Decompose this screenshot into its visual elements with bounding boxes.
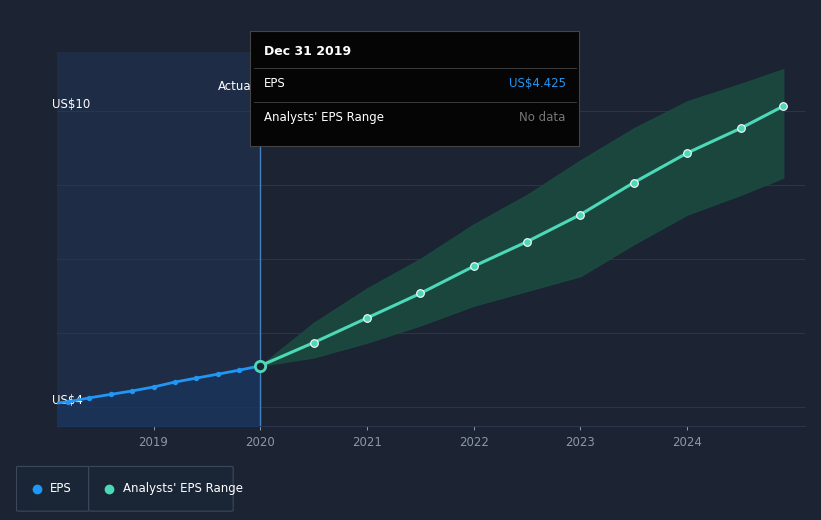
Point bbox=[307, 339, 320, 347]
Text: EPS: EPS bbox=[50, 483, 72, 495]
Point bbox=[681, 149, 694, 157]
Point bbox=[126, 387, 139, 395]
Text: Analysts' EPS Range: Analysts' EPS Range bbox=[264, 111, 383, 124]
Point bbox=[190, 374, 203, 382]
Point bbox=[83, 394, 96, 402]
Text: Analysts' EPS Range: Analysts' EPS Range bbox=[122, 483, 242, 495]
Point bbox=[104, 390, 117, 398]
Text: EPS: EPS bbox=[264, 77, 285, 90]
Point bbox=[777, 102, 790, 110]
Point bbox=[467, 262, 480, 270]
Point bbox=[147, 383, 160, 391]
Text: Actual: Actual bbox=[218, 80, 255, 93]
Text: US$4: US$4 bbox=[52, 394, 83, 407]
Text: No data: No data bbox=[520, 111, 566, 124]
Point bbox=[360, 314, 374, 322]
Bar bbox=[57, 52, 260, 426]
Point bbox=[62, 398, 75, 406]
Point bbox=[734, 124, 747, 133]
Point bbox=[414, 289, 427, 297]
Point bbox=[254, 361, 267, 370]
Point bbox=[232, 366, 245, 374]
Point bbox=[40, 400, 53, 408]
FancyBboxPatch shape bbox=[89, 466, 233, 511]
Text: US$4.425: US$4.425 bbox=[509, 77, 566, 90]
FancyBboxPatch shape bbox=[16, 466, 89, 511]
Point bbox=[574, 211, 587, 219]
Point bbox=[254, 361, 267, 370]
Point bbox=[521, 238, 534, 246]
Text: Dec 31 2019: Dec 31 2019 bbox=[264, 45, 351, 58]
Point bbox=[211, 370, 224, 379]
Text: US$10: US$10 bbox=[52, 98, 90, 111]
Point bbox=[168, 378, 181, 386]
Text: Analysts Forecasts: Analysts Forecasts bbox=[266, 80, 375, 93]
Point bbox=[627, 178, 640, 187]
